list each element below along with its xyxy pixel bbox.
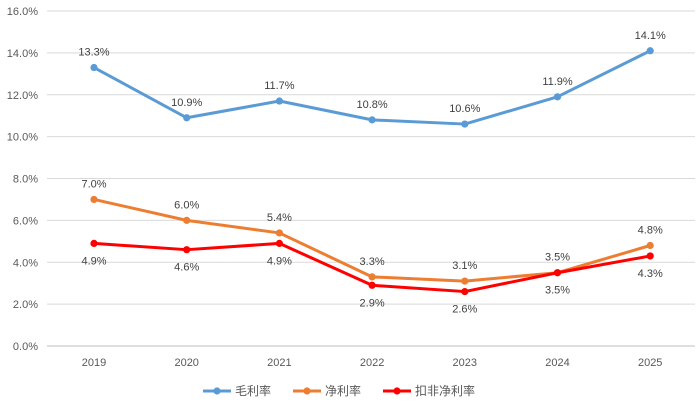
x-tick-label: 2022 — [360, 357, 384, 369]
data-label: 6.0% — [174, 199, 199, 211]
x-axis: 2019 2020 2021 2022 2023 2024 2025 — [82, 357, 663, 369]
data-label: 4.8% — [638, 225, 663, 237]
data-label: 2.6% — [452, 304, 477, 316]
y-tick-label: 12.0% — [7, 90, 38, 102]
data-labels: 13.3% 10.9% 11.7% 10.8% 10.6% 11.9% 14.1% 7.0% 6… — [78, 30, 666, 316]
data-point — [553, 93, 562, 101]
data-label: 14.1% — [635, 30, 666, 42]
legend-item-3: 扣非净利率 — [383, 383, 475, 398]
data-label: 4.9% — [81, 255, 106, 267]
y-tick-label: 0.0% — [13, 341, 38, 353]
y-tick-label: 2.0% — [13, 299, 38, 311]
y-tick-label: 14.0% — [7, 48, 38, 60]
data-point — [275, 229, 283, 237]
legend-label: 净利率 — [325, 383, 361, 398]
y-tick-label: 10.0% — [7, 132, 38, 144]
legend-label: 毛利率 — [235, 383, 271, 398]
legend-label: 扣非净利率 — [415, 383, 475, 398]
legend-swatch-marker — [393, 387, 401, 395]
data-point — [183, 246, 191, 254]
data-point — [90, 195, 98, 204]
data-point — [461, 120, 469, 128]
data-label: 13.3% — [78, 47, 109, 59]
data-point — [90, 63, 98, 72]
data-label: 10.6% — [449, 103, 480, 115]
data-point — [461, 287, 469, 296]
data-label: 4.3% — [638, 268, 663, 280]
data-label: 10.9% — [171, 97, 202, 109]
data-point — [183, 216, 191, 224]
data-point — [368, 281, 376, 289]
data-point — [368, 273, 376, 281]
data-label: 2.9% — [360, 297, 385, 309]
legend-swatch-marker — [303, 387, 311, 395]
data-label: 4.6% — [174, 262, 199, 274]
data-point — [275, 97, 283, 105]
y-tick-label: 16.0% — [7, 6, 38, 18]
data-label: 3.1% — [452, 260, 477, 272]
legend-item-2: 净利率 — [293, 383, 361, 398]
data-label: 3.5% — [545, 285, 570, 297]
y-tick-label: 4.0% — [13, 257, 38, 269]
legend: 毛利率 净利率 扣非净利率 — [203, 383, 475, 398]
x-tick-label: 2025 — [638, 357, 662, 369]
data-label: 10.8% — [356, 99, 387, 111]
data-label: 5.4% — [267, 212, 292, 224]
data-point — [646, 47, 654, 55]
data-point — [368, 116, 376, 124]
y-axis: 0.0% 2.0% 4.0% 6.0% 8.0% 10.0% 12.0% 14.0% 16.0% — [7, 6, 38, 353]
data-point — [646, 241, 654, 250]
legend-swatch-marker — [213, 387, 221, 395]
data-label: 4.9% — [267, 255, 292, 267]
data-label: 11.9% — [542, 76, 573, 88]
data-label: 3.3% — [360, 256, 385, 268]
data-point — [275, 239, 283, 248]
x-tick-label: 2021 — [267, 357, 291, 369]
data-label: 7.0% — [81, 178, 106, 190]
data-point — [90, 239, 98, 248]
x-tick-label: 2019 — [82, 357, 106, 369]
data-point — [646, 252, 654, 260]
data-point — [461, 277, 469, 285]
data-point — [553, 269, 562, 277]
gridlines — [47, 10, 695, 347]
y-tick-label: 6.0% — [13, 215, 38, 227]
y-tick-label: 8.0% — [13, 174, 38, 186]
x-tick-label: 2024 — [545, 357, 569, 369]
data-point — [183, 114, 191, 122]
series-group — [90, 47, 654, 296]
x-tick-label: 2023 — [453, 357, 477, 369]
x-tick-label: 2020 — [174, 357, 198, 369]
data-label: 3.5% — [545, 252, 570, 264]
data-label: 11.7% — [264, 80, 295, 92]
legend-item-1: 毛利率 — [203, 383, 271, 398]
